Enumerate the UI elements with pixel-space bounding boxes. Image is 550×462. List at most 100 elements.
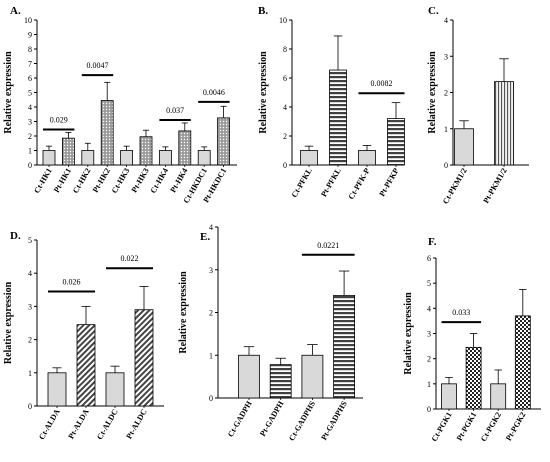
y-tick-label: 4 — [209, 223, 213, 232]
y-tick-label: 2 — [28, 132, 32, 141]
y-tick-label: 0 — [283, 161, 287, 170]
category-label: Ct-GADPHS — [287, 399, 317, 442]
y-tick-label: 0 — [28, 402, 32, 411]
category-label: Ct-PKM1/2 — [441, 167, 469, 206]
bar — [76, 324, 96, 407]
category-label: Pt-HK2 — [91, 167, 112, 195]
category-label: Pt-PKM1/2 — [481, 167, 508, 205]
bar — [62, 137, 75, 166]
p-value-label: 0.0047 — [87, 61, 109, 70]
bar — [158, 150, 172, 166]
y-tick-label: 0 — [209, 394, 213, 403]
panel-title: E. — [200, 231, 210, 243]
bar — [454, 128, 474, 166]
y-tick-label: 8 — [28, 45, 32, 54]
category-label: Pt-PFKL — [319, 167, 343, 199]
y-tick-label: 4 — [427, 304, 431, 313]
y-axis-label: Relative expression — [427, 51, 438, 134]
category-label: Ct-HK3 — [110, 167, 132, 195]
y-tick-label: 7 — [28, 60, 32, 69]
y-tick-label: 4 — [28, 269, 32, 278]
y-tick-label: 4 — [444, 16, 448, 25]
p-value-label: 0.029 — [50, 115, 68, 124]
p-value-label: 0.022 — [121, 254, 139, 263]
bar — [490, 383, 507, 410]
y-tick-label: 0 — [28, 161, 32, 170]
y-tick-label: 1 — [444, 125, 448, 134]
y-tick-label: 2 — [444, 89, 448, 98]
category-label: Pt-GADPH — [258, 399, 286, 438]
bar — [217, 117, 231, 166]
y-tick-label: 2 — [427, 355, 431, 364]
bar — [120, 150, 133, 166]
category-label: Ct-PGK1 — [430, 411, 454, 444]
bar — [465, 346, 482, 410]
y-tick-label: 3 — [28, 118, 32, 127]
category-label: Ct-PGK2 — [479, 411, 503, 444]
category-label: Ct-HK4 — [149, 167, 171, 195]
category-label: Pt-HK4 — [168, 167, 189, 195]
bar — [301, 354, 324, 399]
category-label: Pt-HK1 — [52, 167, 73, 195]
y-tick-label: 6 — [427, 254, 431, 263]
panel-title: C. — [428, 5, 439, 17]
category-label: Pt-HK3 — [130, 167, 151, 195]
category-label: Ct-HK2 — [71, 167, 93, 195]
y-tick-label: 5 — [28, 236, 32, 245]
y-axis-label: Relative expression — [3, 281, 14, 364]
bar — [105, 372, 125, 407]
panel-title: F. — [428, 236, 437, 248]
y-tick-label: 3 — [444, 52, 448, 61]
p-value-label: 0.026 — [63, 277, 81, 286]
y-axis-label: Relative expression — [403, 292, 414, 375]
category-label: Pt-ALDA — [66, 407, 90, 440]
bar — [269, 364, 292, 399]
bar — [139, 136, 153, 166]
panel-title: B. — [258, 5, 268, 17]
y-axis-label: Relative expression — [178, 271, 189, 354]
bar — [333, 294, 356, 399]
bar — [238, 354, 260, 399]
y-axis-label: Relative expression — [3, 51, 14, 134]
category-label: Ct-HK1 — [32, 167, 54, 195]
chart-panel: A.Relative expression012345678910Ct-HK1P… — [3, 5, 237, 205]
y-tick-label: 1 — [28, 147, 32, 156]
category-label: Pt-PGK2 — [504, 411, 528, 443]
y-tick-label: 0 — [444, 161, 448, 170]
p-value-label: 0.0046 — [203, 88, 225, 97]
bar — [358, 150, 376, 166]
y-tick-label: 2 — [28, 336, 32, 345]
y-tick-label: 2 — [283, 132, 287, 141]
y-tick-label: 3 — [427, 330, 431, 339]
category-label: Ct-ALDA — [37, 407, 62, 441]
y-tick-label: 0 — [427, 405, 431, 414]
y-tick-label: 6 — [283, 74, 287, 83]
bar — [178, 130, 192, 166]
bar — [134, 309, 154, 407]
category-label: Ct-PFKL — [290, 167, 314, 200]
y-tick-label: 4 — [28, 103, 32, 112]
y-tick-label: 5 — [28, 89, 32, 98]
y-tick-label: 2 — [209, 309, 213, 318]
category-label: Pt-GADPHS — [319, 399, 349, 442]
y-tick-label: 10 — [24, 16, 32, 25]
panel-title: A. — [10, 5, 21, 17]
y-tick-label: 9 — [28, 31, 32, 40]
chart-panel: C. Relative expression 0 1 2 3 4 Ct-PKM1/2 Pt-PK… — [427, 5, 529, 206]
y-tick-label: 1 — [209, 351, 213, 360]
y-axis-label: Relative expression — [258, 51, 269, 134]
y-tick-label: 4 — [283, 103, 287, 112]
category-label: Pt-ALDC — [124, 407, 148, 440]
bar — [387, 118, 405, 166]
y-tick-label: 6 — [28, 74, 32, 83]
y-tick-label: 1 — [28, 369, 32, 378]
y-tick-label: 5 — [427, 279, 431, 288]
bar — [300, 150, 318, 166]
p-value-label: 0.0082 — [371, 79, 393, 88]
bar — [329, 69, 347, 166]
